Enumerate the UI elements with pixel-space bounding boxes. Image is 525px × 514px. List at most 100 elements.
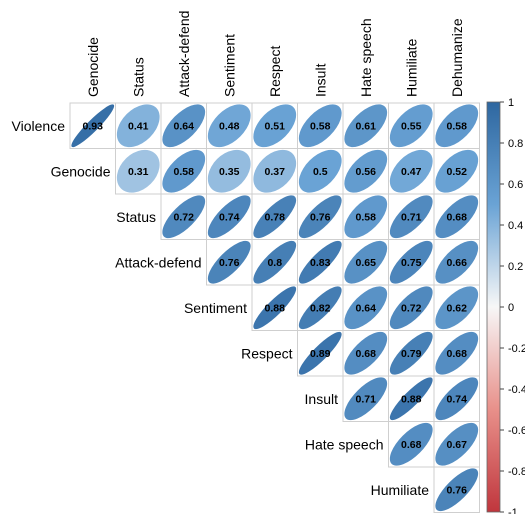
correlation-value-label: 0.88 (265, 302, 286, 314)
correlation-value-label: 0.37 (265, 166, 286, 178)
row-label: Violence (12, 118, 66, 134)
correlation-ellipse (298, 286, 342, 330)
correlation-value-label: 0.76 (310, 211, 331, 223)
correlation-value-label: 0.64 (356, 302, 377, 314)
correlation-ellipse (435, 286, 479, 330)
correlation-ellipse (253, 104, 297, 148)
correlation-ellipse (344, 104, 388, 148)
correlation-ellipse (162, 149, 206, 193)
correlation-value-label: 0.72 (401, 302, 422, 314)
correlation-ellipse (207, 195, 251, 239)
correlation-value-label: 0.5 (313, 166, 328, 178)
correlation-value-label: 0.52 (447, 166, 468, 178)
correlation-value-label: 0.58 (447, 120, 468, 132)
correlation-value-label: 0.51 (265, 120, 286, 132)
correlation-value-label: 0.79 (401, 348, 422, 360)
legend-color-bar (486, 101, 501, 513)
correlation-ellipse (162, 195, 206, 239)
correlation-ellipse (389, 422, 433, 466)
row-label: Sentiment (184, 300, 247, 316)
correlation-value-label: 0.76 (219, 257, 240, 269)
correlation-ellipse (389, 195, 433, 239)
correlation-value-label: 0.68 (356, 348, 377, 360)
correlation-ellipse (253, 240, 297, 284)
row-label: Hate speech (305, 436, 384, 452)
correlation-value-label: 0.56 (356, 166, 377, 178)
correlation-ellipse (435, 149, 479, 193)
row-label: Respect (241, 345, 292, 361)
correlation-ellipse (389, 104, 433, 148)
correlation-value-label: 0.89 (310, 348, 331, 360)
correlation-ellipse (253, 286, 297, 330)
correlation-ellipse (344, 149, 388, 193)
correlation-ellipse (389, 331, 433, 375)
correlation-ellipse (116, 104, 160, 148)
correlation-ellipse (207, 104, 251, 148)
column-label: Humiliate (403, 38, 419, 97)
correlation-ellipse (344, 195, 388, 239)
correlation-ellipse (116, 149, 160, 193)
correlation-value-label: 0.35 (219, 166, 240, 178)
row-label: Insult (305, 391, 339, 407)
legend-tick-label: 0.4 (508, 220, 523, 232)
correlation-ellipse (435, 377, 479, 421)
legend-tick-label: 0 (508, 302, 514, 314)
legend-tick-label: 0.8 (508, 138, 523, 150)
correlation-value-label: 0.64 (174, 120, 195, 132)
correlation-value-label: 0.74 (219, 211, 240, 223)
correlation-ellipse (207, 149, 251, 193)
correlation-ellipse (435, 468, 479, 512)
correlation-ellipse (435, 195, 479, 239)
legend-tick-label: -0.2 (508, 343, 525, 355)
correlation-value-label: 0.47 (401, 166, 422, 178)
correlation-value-label: 0.76 (447, 484, 468, 496)
legend-tick-label: 0.2 (508, 261, 523, 273)
legend-tick-label: 1 (508, 97, 514, 109)
correlation-ellipse (435, 104, 479, 148)
legend-tick-label: 0.6 (508, 179, 523, 191)
correlation-value-label: 0.58 (356, 211, 377, 223)
correlation-ellipse (389, 149, 433, 193)
correlation-ellipse (253, 195, 297, 239)
correlation-value-label: 0.74 (447, 393, 468, 405)
correlation-ellipse (253, 149, 297, 193)
correlation-ellipse (298, 331, 342, 375)
correlation-value-label: 0.71 (401, 211, 422, 223)
correlation-value-label: 0.62 (447, 302, 468, 314)
column-label: Insult (312, 63, 328, 97)
row-label: Humiliate (371, 482, 430, 498)
correlation-value-label: 0.8 (267, 257, 282, 269)
column-label: Status (130, 57, 146, 97)
correlation-value-label: 0.71 (356, 393, 377, 405)
correlation-ellipse (71, 104, 115, 148)
column-label: Dehumanize (449, 18, 465, 97)
correlation-value-label: 0.66 (447, 257, 468, 269)
correlation-ellipse (389, 286, 433, 330)
ellipse-layer (71, 104, 479, 512)
correlation-value-label: 0.68 (447, 211, 468, 223)
correlation-ellipse (344, 377, 388, 421)
column-label: Hate speech (358, 18, 374, 97)
correlation-value-label: 0.68 (447, 348, 468, 360)
row-label: Genocide (51, 163, 111, 179)
correlation-ellipse (298, 149, 342, 193)
legend-tick-label: -0.6 (508, 425, 525, 437)
correlation-ellipse (435, 240, 479, 284)
correlation-ellipse (389, 377, 433, 421)
correlation-value-label: 0.55 (401, 120, 422, 132)
correlation-ellipse (162, 104, 206, 148)
row-label: Status (116, 209, 156, 225)
correlation-value-label: 0.58 (310, 120, 331, 132)
column-label: Attack-defend (176, 11, 192, 97)
correlation-ellipse (344, 240, 388, 284)
legend-tick-label: -1 (508, 507, 518, 514)
correlation-value-label: 0.68 (401, 439, 422, 451)
column-label: Genocide (85, 37, 101, 97)
correlation-ellipse (435, 422, 479, 466)
correlation-value-label: 0.83 (310, 257, 331, 269)
correlation-value-label: 0.48 (219, 120, 240, 132)
column-label: Sentiment (221, 34, 237, 97)
correlation-value-label: 0.93 (83, 120, 104, 132)
